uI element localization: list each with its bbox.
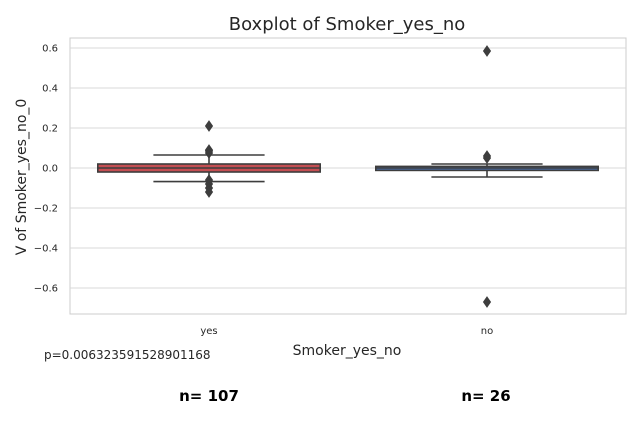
plot-area: −0.6 −0.4 −0.2 0.0 0.2 0.4 0.6 yes no [34,37,627,337]
p-value-annotation: p=0.006323591528901168 [44,348,211,362]
outlier-point [482,45,492,57]
outlier-point [204,120,214,132]
y-axis-label: V of Smoker_yes_no_0 [14,99,30,256]
y-tick-label: 0.2 [42,124,58,135]
y-tick-label: 0.4 [42,84,58,95]
plot-frame [69,37,627,315]
outlier-point [204,186,214,198]
count-label-no: n= 26 [461,387,510,405]
y-tick-label: −0.6 [34,284,58,295]
y-tick-label: −0.4 [34,244,58,255]
y-tick-label: −0.2 [34,204,58,215]
y-tick-label: 0.0 [42,164,58,175]
outlier-point [204,147,214,159]
chart-title: Boxplot of Smoker_yes_no [229,14,466,35]
x-axis-label: Smoker_yes_no [293,343,402,359]
x-tick-label: no [481,326,493,337]
outlier-point [482,152,492,164]
x-tick-label: yes [200,326,217,337]
outlier-point [482,296,492,308]
count-label-yes: n= 107 [179,387,239,405]
y-tick-label: 0.6 [42,44,58,55]
